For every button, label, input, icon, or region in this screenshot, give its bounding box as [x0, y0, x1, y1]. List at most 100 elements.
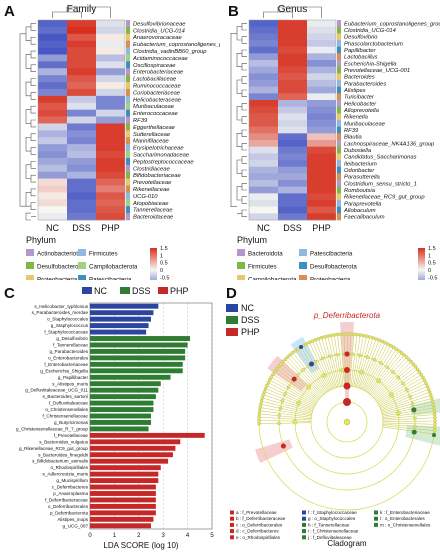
heatmap-cell — [278, 87, 307, 94]
heatmap-cell — [249, 140, 278, 147]
cladogram-branch — [266, 389, 314, 409]
cladogram-node — [314, 338, 317, 341]
cladogram-node — [368, 335, 371, 338]
lda-bar-label: g_Christensenellaceae_R_7_group — [16, 426, 88, 431]
phylum-bar — [126, 179, 130, 186]
lda-bar-label: f_Deferribacteraceae — [45, 497, 88, 502]
group-legend-swatch — [226, 304, 238, 312]
cladogram-node — [351, 353, 354, 356]
dendrogram-branch — [242, 50, 247, 57]
row-label: Rikenella — [344, 115, 369, 121]
heatmap-cell — [67, 151, 96, 158]
heatmap-cell — [38, 103, 67, 110]
row-label: Paraprevotella — [344, 201, 382, 207]
row-label: Ileibacterium — [344, 161, 377, 167]
key-swatch — [302, 529, 306, 533]
row-label: Rikenellaceae — [133, 187, 170, 193]
cladogram-node — [283, 392, 286, 395]
cladogram-node — [336, 353, 339, 356]
x-tick-label: 0 — [88, 533, 92, 539]
cladogram-node — [432, 406, 435, 409]
heatmap-cell — [307, 93, 336, 100]
cladogram-node — [378, 338, 381, 341]
cladogram-node — [305, 342, 308, 345]
heatmap-cell — [96, 186, 125, 193]
heatmap-cell — [38, 48, 67, 55]
heatmap-cell — [307, 73, 336, 80]
cladogram-branch — [372, 360, 409, 397]
phylum-bar — [126, 192, 130, 199]
phylum-bar — [337, 107, 341, 114]
cladogram-node — [359, 370, 363, 374]
heatmap-cell — [278, 53, 307, 60]
heatmap-cell — [38, 96, 67, 103]
key-swatch — [230, 511, 234, 515]
lda-bar-label: s_Alistipes_muris — [52, 381, 88, 386]
cladogram-node — [260, 400, 263, 403]
cladogram-node — [401, 382, 404, 385]
heatmap-cell — [96, 20, 125, 27]
lda-bar — [90, 343, 188, 348]
color-scale-tick: 1 — [160, 253, 163, 259]
heatmap-cell — [307, 153, 336, 160]
lda-bar — [90, 504, 156, 509]
row-label: Enterococcaceae — [133, 111, 179, 117]
phylum-bar — [126, 130, 130, 137]
phylum-bar — [126, 123, 130, 130]
lda-bar — [90, 472, 158, 477]
heatmap-cell — [249, 147, 278, 154]
phylum-legend-label: Firmicutes — [89, 251, 118, 258]
column-label: NC — [257, 223, 270, 233]
cladogram-node — [429, 394, 432, 397]
dendrogram-branch — [31, 161, 36, 168]
x-tick-label: 2 — [137, 533, 141, 539]
dendrogram-branch — [26, 137, 31, 151]
key-swatch — [230, 517, 234, 521]
phylum-bar — [126, 96, 130, 103]
lda-bar-label: f_Prevotellaceae — [54, 433, 89, 438]
heatmap-cell — [67, 199, 96, 206]
heatmap-cell — [96, 75, 125, 82]
heatmap-cell — [249, 40, 278, 47]
cladogram-node — [329, 334, 332, 337]
cladogram-marker — [343, 398, 351, 406]
dendrogram-branch — [26, 82, 31, 96]
key-label: l : o_Enterobacterales — [380, 516, 425, 521]
cladogram-node — [433, 429, 436, 432]
column-label: PHP — [101, 223, 120, 233]
dendrogram-branch — [242, 77, 247, 84]
phylum-bar — [337, 80, 341, 87]
heatmap-cell — [67, 48, 96, 55]
cladogram-node — [432, 403, 435, 406]
phylum-bar — [337, 87, 341, 94]
group-legend-label: NC — [94, 286, 107, 296]
cladogram-node — [346, 332, 349, 335]
column-label: NC — [46, 223, 59, 233]
lda-bar-label: Alistipes_inops — [57, 517, 88, 522]
cladogram-marker — [344, 351, 349, 356]
cladogram-node — [262, 393, 265, 396]
phylum-legend-label: Proteobacteria — [37, 277, 78, 281]
cladogram-branch — [355, 336, 367, 387]
row-label: Dubosiella — [344, 148, 372, 154]
dendrogram-branch — [242, 90, 247, 97]
cladogram-node — [323, 335, 326, 338]
phylum-bar — [337, 60, 341, 67]
row-label: Odoribacter — [344, 168, 375, 174]
cladogram-branch — [383, 423, 435, 424]
phylum-bar — [337, 40, 341, 47]
dendrogram-branch — [242, 197, 247, 204]
cladogram-node — [308, 341, 311, 344]
lda-bar-label: g_Mucispirillum — [56, 478, 88, 483]
cladogram-node — [268, 378, 271, 381]
lda-bar-label: g_Rikenellaceae_RC9_gut_group — [19, 446, 88, 451]
phylum-bar — [126, 48, 130, 55]
phylum-legend-swatch — [26, 275, 34, 280]
heatmap-cell — [307, 27, 336, 34]
heatmap-cell — [67, 89, 96, 96]
lda-bar — [90, 330, 146, 335]
heatmap-cell — [38, 144, 67, 151]
heatmap-cell — [278, 180, 307, 187]
row-label: Romboutsia — [344, 188, 376, 194]
